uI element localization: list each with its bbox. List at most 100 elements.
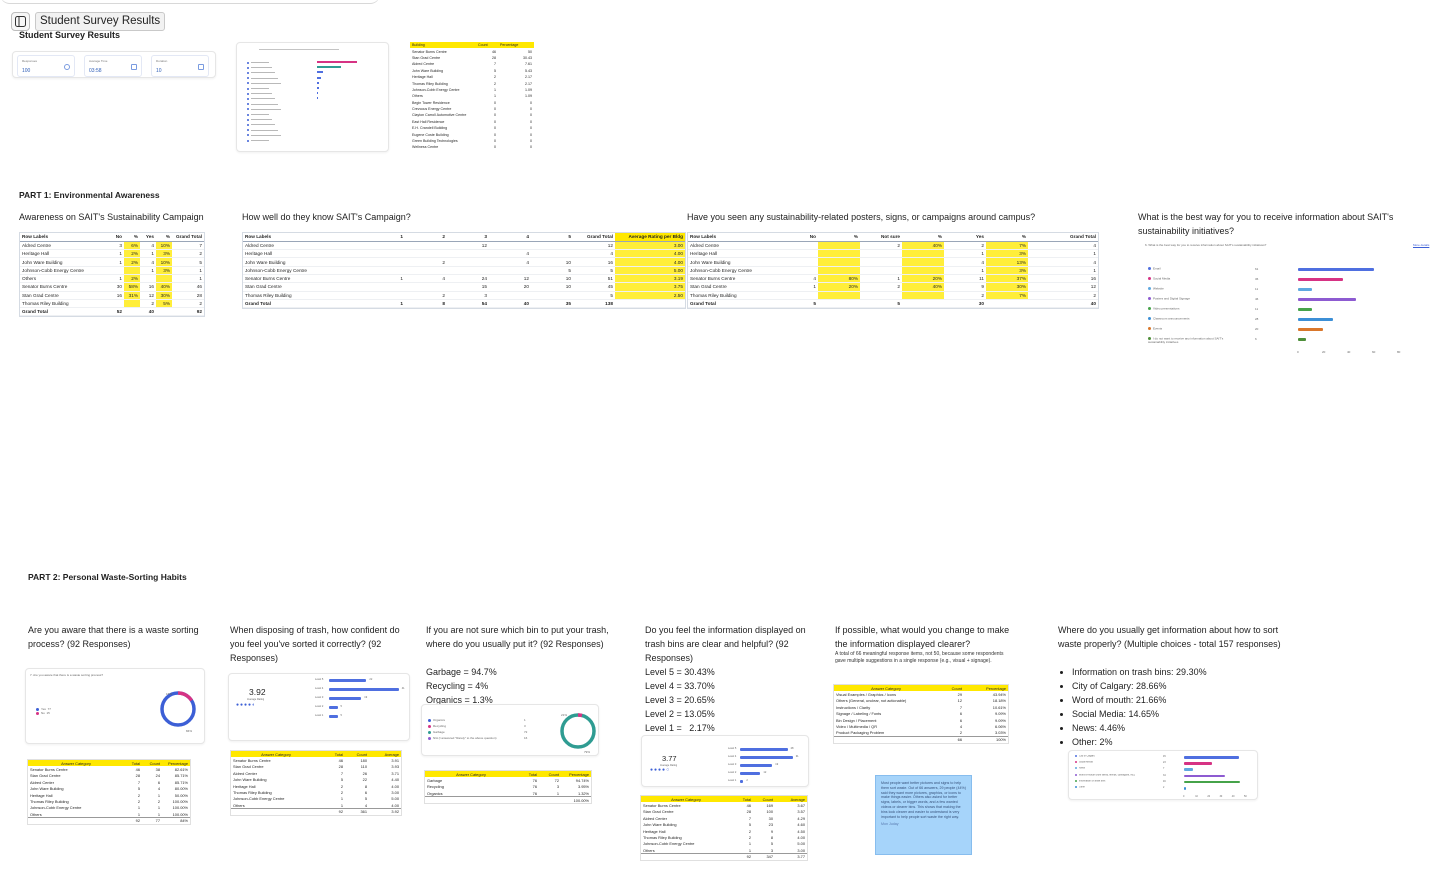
pivot-header: 2 bbox=[405, 233, 447, 242]
sticky-note[interactable]: Most people want better pictures and sig… bbox=[875, 775, 972, 855]
pivot-header: 3 bbox=[447, 233, 489, 242]
table-header: Total bbox=[731, 796, 753, 803]
table-cell: Johnson-Cobb Energy Centre bbox=[643, 841, 695, 847]
pivot-total-row: Grand Total 5 5 30 40 bbox=[688, 298, 1098, 309]
building-chart-thumbnail[interactable] bbox=[236, 42, 389, 152]
table-row: Stan Grad Centre 28 110 3.93 bbox=[231, 764, 401, 770]
pivot-cell: 40% bbox=[902, 241, 944, 251]
bar bbox=[329, 715, 338, 718]
bar-value: 5 bbox=[340, 705, 342, 708]
average-rating-value: 3.77 bbox=[662, 754, 677, 763]
table-row: John Ware Building 5 5.43 bbox=[410, 68, 534, 74]
table-cell: Wellness Centre bbox=[412, 145, 439, 150]
table-cell: 0 bbox=[494, 132, 496, 137]
table-row: Others (General, unclear, not actionable… bbox=[834, 698, 1008, 704]
bar-label: Level 2 bbox=[728, 771, 737, 774]
table-cell: 7 bbox=[748, 815, 751, 821]
more-details-link[interactable]: More details bbox=[1413, 243, 1430, 247]
table-cell: 2.17 bbox=[525, 75, 532, 80]
pivot-cell bbox=[818, 257, 860, 267]
pivot-cell bbox=[124, 266, 140, 276]
axis-tick: 40 bbox=[1231, 795, 1235, 799]
p1-q2-pivot: Row Labels 1 2 3 4 5 Grand Total Average Rating… bbox=[242, 232, 686, 310]
legend-item: City of Calgary bbox=[1075, 755, 1135, 758]
table-row: Clayton Carroll Automotive Centre 0 0 bbox=[410, 112, 534, 118]
axis-tick: 0 bbox=[1297, 350, 1299, 354]
pivot-cell: Johnson-Cobb Energy Centre bbox=[243, 266, 363, 276]
table-row: East Hall Residence 0 0 bbox=[410, 119, 534, 125]
legend-dot bbox=[1075, 761, 1077, 764]
pivot-cell: 40 bbox=[140, 307, 156, 317]
pivot-cell: 5% bbox=[156, 299, 172, 309]
pivot-cell: 12 bbox=[447, 241, 489, 251]
pivot-cell: 12 bbox=[573, 241, 615, 251]
pivot-cell bbox=[615, 298, 685, 309]
table-cell: 9 bbox=[770, 828, 773, 834]
table-cell bbox=[834, 736, 938, 742]
pivot-cell: 15 bbox=[447, 282, 489, 292]
axis-tick: 40 bbox=[1347, 350, 1351, 354]
table-header: Count bbox=[142, 760, 162, 767]
thumb-row-marker bbox=[247, 77, 249, 80]
pivot-cell bbox=[531, 249, 573, 259]
pivot-cell: 10% bbox=[156, 241, 172, 251]
sidebar-toggle-icon[interactable] bbox=[11, 12, 30, 31]
pivot-header: Row Labels bbox=[688, 233, 776, 242]
pivot-cell: 10 bbox=[531, 274, 573, 284]
table-header: Percentage bbox=[964, 685, 1008, 692]
table-cell: 72 bbox=[554, 778, 559, 784]
table-cell: 6 bbox=[959, 711, 962, 717]
table-cell: Recycling bbox=[427, 784, 444, 790]
p1-q2-question: How well do they know SAIT's Campaign? bbox=[242, 212, 411, 222]
pivot-row: John Ware Building 4 13% 4 bbox=[688, 257, 1098, 267]
pivot-cell bbox=[860, 266, 902, 276]
calendar-icon bbox=[198, 64, 204, 70]
board-title-tab[interactable]: Student Survey Results bbox=[35, 12, 166, 31]
pivot-cell: 4 bbox=[140, 257, 156, 267]
legend-label: Video presentations bbox=[1153, 306, 1180, 311]
part2-title: PART 2: Personal Waste-Sorting Habits bbox=[28, 572, 187, 582]
table-cell: 85.71% bbox=[174, 773, 188, 779]
awareness-donut bbox=[160, 691, 196, 727]
table-cell: 4.00 bbox=[391, 802, 399, 808]
table-cell: 100.00% bbox=[172, 799, 188, 805]
pivot-cell bbox=[156, 307, 172, 317]
table-cell: 2 bbox=[494, 75, 496, 80]
legend-dot bbox=[1148, 267, 1151, 270]
pivot-row: John Ware Building 1 2% 4 10% 5 bbox=[20, 257, 204, 267]
table-cell: Heritage Hall bbox=[412, 75, 433, 80]
table-cell: 92 bbox=[338, 809, 343, 815]
table-cell bbox=[425, 797, 517, 803]
pivot-cell: 2 bbox=[944, 291, 986, 300]
pivot-cell: Thomas Riley Building bbox=[20, 299, 108, 309]
stat-line: Level 5 = 30.43% bbox=[645, 667, 715, 677]
table-cell: Garbage bbox=[427, 778, 443, 784]
donut-slice-other bbox=[560, 713, 596, 749]
table-row: Thomas Riley Building 2 2 100.00% bbox=[28, 798, 190, 804]
pivot-cell: 54 bbox=[447, 298, 489, 309]
pivot-cell: 4 bbox=[140, 241, 156, 251]
stat-line: Level 1 = 2.17% bbox=[645, 723, 715, 733]
pivot-cell: 10 bbox=[531, 257, 573, 267]
legend-dot bbox=[428, 736, 431, 740]
table-cell: 46 bbox=[135, 767, 140, 773]
table-cell: 3.57 bbox=[797, 809, 805, 815]
pivot-cell: 4.00 bbox=[615, 249, 685, 259]
table-cell: 50 bbox=[528, 49, 532, 54]
table-row: Visual Examples / Graphics / Icons 29 43.9… bbox=[834, 691, 1008, 697]
pivot-cell: 1 bbox=[1028, 249, 1098, 259]
pivot-cell: 1 bbox=[108, 274, 124, 284]
table-row: E.H. Crandell Building 0 0 bbox=[410, 125, 534, 131]
pivot-cell: 2 bbox=[860, 282, 902, 292]
pivot-cell: 2.50 bbox=[615, 291, 685, 300]
table-header: Total bbox=[517, 771, 539, 778]
pivot-cell: Aldred Centre bbox=[20, 241, 108, 251]
table-cell: 5.00 bbox=[391, 796, 399, 802]
pivot-row: John Ware Building 2 4 10 16 4.00 bbox=[243, 257, 685, 267]
table-cell: Others bbox=[643, 847, 655, 853]
table-row: John Ware Building 5 22 4.40 bbox=[231, 777, 401, 783]
thumb-row-marker bbox=[247, 139, 249, 142]
thumb-row-label bbox=[251, 67, 272, 69]
table-row: Begin Tower Residence 0 0 bbox=[410, 100, 534, 106]
pivot-cell: 3 bbox=[108, 241, 124, 251]
